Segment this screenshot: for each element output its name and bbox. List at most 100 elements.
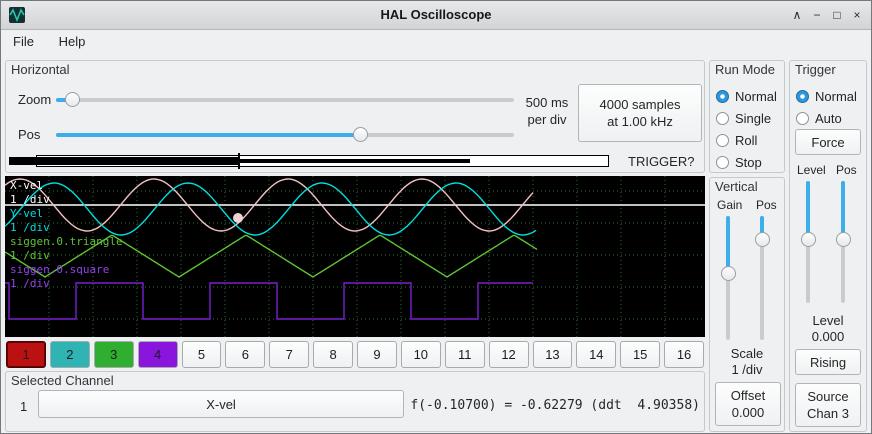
radio-icon xyxy=(716,111,729,125)
hpos-label: Pos xyxy=(18,127,41,142)
slider-fill xyxy=(841,181,845,240)
menu-file[interactable]: File xyxy=(13,34,34,49)
selected-channel-number: 1 xyxy=(20,399,28,414)
selected-channel-title: Selected Channel xyxy=(11,373,114,388)
zoom-slider-fill xyxy=(56,98,73,102)
radio-icon xyxy=(796,111,809,125)
run-mode-title: Run Mode xyxy=(715,62,775,77)
zoom-slider[interactable] xyxy=(56,91,514,108)
zoom-slider-track xyxy=(56,98,514,102)
vpos-slider[interactable] xyxy=(754,216,771,340)
trigger-mode-normal[interactable]: Normal xyxy=(796,87,857,105)
vertical-title: Vertical xyxy=(715,179,758,194)
app-icon xyxy=(9,7,25,23)
samples-button[interactable]: 4000 samples at 1.00 kHz xyxy=(578,84,702,142)
trigger-level-slider[interactable] xyxy=(800,181,817,303)
svg-text:Y-vel: Y-vel xyxy=(10,207,43,220)
trigger-level-caption: Level xyxy=(812,313,844,328)
trigger-level-value: 0.000 xyxy=(811,329,845,344)
channel-button-5[interactable]: 5 xyxy=(181,341,222,368)
horizontal-group-title: Horizontal xyxy=(11,62,70,77)
channel-button-3[interactable]: 3 xyxy=(93,341,134,368)
trigger-edge-button[interactable]: Rising xyxy=(795,349,861,375)
channel-button-12[interactable]: 12 xyxy=(488,341,529,368)
slider-fill xyxy=(760,216,764,241)
hpos-slider[interactable] xyxy=(56,126,514,143)
radio-selected-icon xyxy=(716,89,729,103)
run-mode-stop[interactable]: Stop xyxy=(716,153,762,171)
run-mode-roll[interactable]: Roll xyxy=(716,131,757,149)
channel-button-11[interactable]: 11 xyxy=(444,341,485,368)
trigger-pos-slider[interactable] xyxy=(835,181,852,303)
svg-text:siggen.0.triangle: siggen.0.triangle xyxy=(10,235,123,248)
gain-label: Gain xyxy=(717,198,743,212)
menu-help[interactable]: Help xyxy=(58,34,86,49)
run-mode-group: Run Mode Normal Single Roll Stop xyxy=(709,60,785,173)
slider-fill xyxy=(726,216,730,274)
channel-button-10[interactable]: 10 xyxy=(400,341,441,368)
channel-name-button[interactable]: X-vel xyxy=(38,390,404,418)
trigger-title: Trigger xyxy=(795,62,836,77)
slider-fill xyxy=(806,181,810,240)
trigger-mode-auto[interactable]: Auto xyxy=(796,109,842,127)
offset-button[interactable]: Offset 0.000 xyxy=(715,382,781,426)
run-mode-single[interactable]: Single xyxy=(716,109,771,127)
trigger-source-button[interactable]: Source Chan 3 xyxy=(795,383,861,427)
channel-button-14[interactable]: 14 xyxy=(576,341,617,368)
run-mode-normal[interactable]: Normal xyxy=(716,87,777,105)
channel-button-15[interactable]: 15 xyxy=(620,341,661,368)
channel-button-1[interactable]: 1 xyxy=(6,341,46,368)
radio-selected-icon xyxy=(796,89,809,103)
timebase-readout: 500 ms per div xyxy=(525,95,569,127)
channel-buttons: 1 2 3 4 5 6 7 8 9 10 11 12 13 14 15 16 xyxy=(6,341,704,368)
svg-text:1 /div: 1 /div xyxy=(10,193,50,206)
slider-track xyxy=(760,216,764,340)
svg-text:X-vel: X-vel xyxy=(10,179,43,192)
channel-button-6[interactable]: 6 xyxy=(225,341,266,368)
minimize-icon[interactable]: − xyxy=(813,7,821,22)
channel-button-9[interactable]: 9 xyxy=(357,341,397,368)
zoom-label: Zoom xyxy=(18,92,52,107)
gain-slider[interactable] xyxy=(720,216,737,340)
keep-above-icon[interactable]: ∧ xyxy=(792,7,802,22)
vpos-slider-thumb[interactable] xyxy=(755,232,770,248)
menubar: File Help xyxy=(1,29,871,56)
horizontal-group: Horizontal Zoom 500 ms per div 4000 samp… xyxy=(5,60,705,173)
trigger-status: TRIGGER? xyxy=(628,154,695,169)
channel-button-7[interactable]: 7 xyxy=(269,341,310,368)
trigger-group: Trigger Normal Auto Force Level Pos Leve… xyxy=(789,60,867,432)
radio-icon xyxy=(716,133,729,147)
channel-button-4[interactable]: 4 xyxy=(137,341,178,368)
window-title: HAL Oscilloscope xyxy=(380,7,492,22)
maximize-icon[interactable]: □ xyxy=(833,7,841,22)
channel-button-8[interactable]: 8 xyxy=(313,341,353,368)
channel-button-16[interactable]: 16 xyxy=(664,341,704,368)
close-icon[interactable]: × xyxy=(853,7,861,22)
svg-text:1 /div: 1 /div xyxy=(10,249,50,262)
titlebar: HAL Oscilloscope ∧ − □ × xyxy=(1,1,871,30)
vpos-label: Pos xyxy=(756,198,777,212)
channel-button-2[interactable]: 2 xyxy=(49,341,90,368)
hpos-slider-fill xyxy=(56,133,361,137)
gain-slider-thumb[interactable] xyxy=(721,266,736,282)
trigger-level-slider-thumb[interactable] xyxy=(801,232,816,248)
zoom-slider-thumb[interactable] xyxy=(64,92,80,107)
hpos-slider-thumb[interactable] xyxy=(352,127,368,142)
vertical-group: Vertical Gain Pos Scale 1 /div Offset 0.… xyxy=(709,177,785,432)
channel-value-readout: f(-0.10700) = -0.62279 (ddt 4.90358) xyxy=(410,398,700,413)
record-view xyxy=(9,153,609,169)
svg-text:1 /div: 1 /div xyxy=(10,221,50,234)
svg-text:1 /div: 1 /div xyxy=(10,277,50,290)
channel-button-13[interactable]: 13 xyxy=(532,341,573,368)
force-button[interactable]: Force xyxy=(795,129,861,155)
trigger-pos-slider-thumb[interactable] xyxy=(836,232,851,248)
trigger-level-label: Level xyxy=(797,163,826,177)
selected-channel-group: Selected Channel 1 X-vel f(-0.10700) = -… xyxy=(5,371,705,432)
radio-icon xyxy=(716,155,729,169)
scale-value: 1 /div xyxy=(731,362,763,377)
svg-text:siggen.0.square: siggen.0.square xyxy=(10,263,109,276)
scale-caption: Scale xyxy=(730,346,764,361)
trigger-pos-label: Pos xyxy=(836,163,857,177)
